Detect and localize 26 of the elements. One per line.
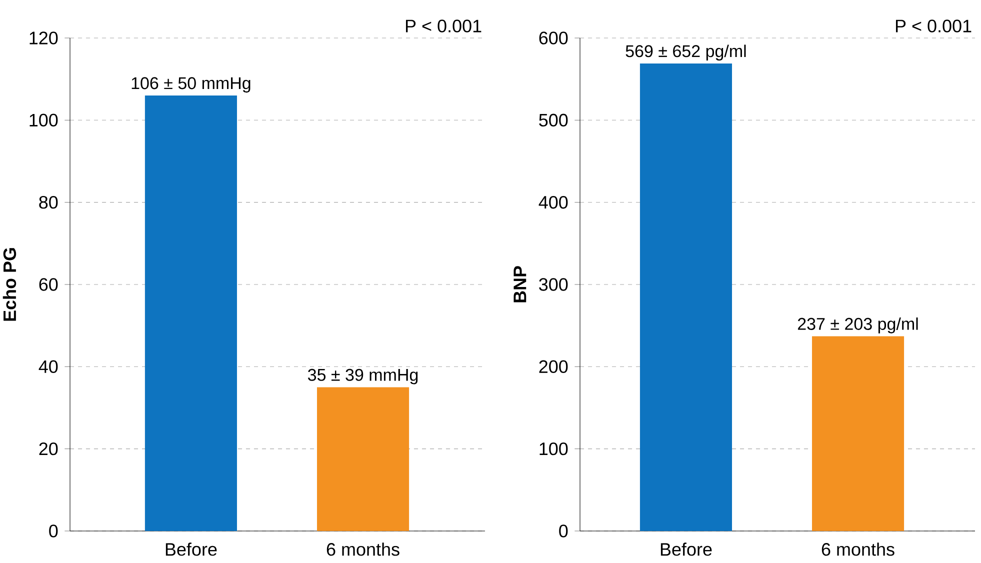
x-tick-label: Before (660, 542, 712, 556)
y-tick-label: 100 (30, 114, 58, 127)
y-tick-label: 60 (39, 278, 58, 291)
y-tick-label: 100 (540, 442, 568, 456)
y-tick-label: 20 (39, 442, 58, 456)
y-tick-label: 300 (539, 278, 568, 291)
x-tick-label: 6 months (326, 542, 400, 556)
data-label: 237 ± 203 pg/ml (798, 317, 918, 334)
y-tick-label: 500 (539, 114, 568, 127)
x-tick-label: Before (166, 542, 217, 556)
y-tick-label: 200 (539, 360, 568, 374)
text: P < 0.001 (896, 20, 972, 32)
text: P < 0.001 (406, 20, 482, 32)
y-tick-label: 40 (38, 360, 58, 374)
y-tick-label: 600 (539, 32, 568, 44)
y-tick-label: 400 (538, 196, 568, 209)
y-tick-label: 80 (39, 196, 58, 209)
data-label: 35 ± 39 mmHg (308, 368, 418, 384)
y-tick-label: 0 (49, 524, 58, 538)
data-label: 106 ± 50 mmHg (132, 77, 250, 93)
data-label: 569 ± 652 pg/ml (626, 44, 746, 61)
y-tick-label: 0 (559, 524, 568, 538)
y-axis-title: BNP (514, 266, 526, 302)
y-axis-title: Echo PG (2, 248, 16, 321)
y-tick-label: 120 (30, 32, 58, 44)
x-tick-label: 6 months (822, 542, 894, 556)
